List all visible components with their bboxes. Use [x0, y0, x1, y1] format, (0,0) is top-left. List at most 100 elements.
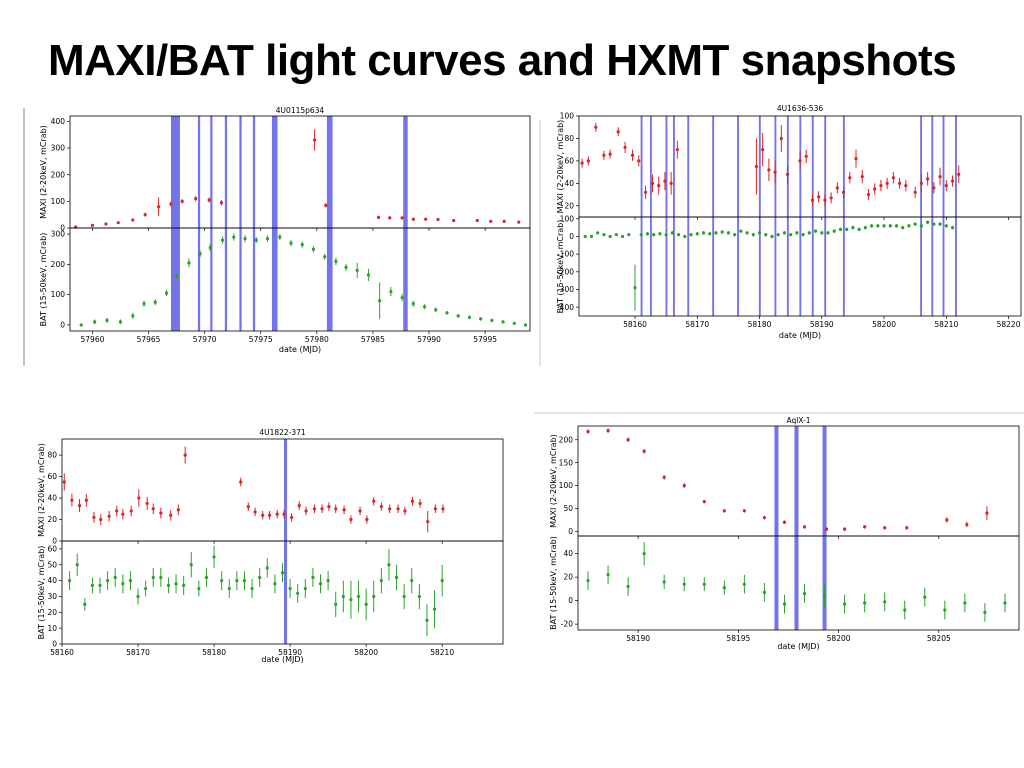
- maxi-point: [418, 501, 422, 506]
- bat-point: [79, 323, 83, 327]
- x-tick-label: 57960: [81, 335, 105, 344]
- maxi-point: [782, 520, 787, 524]
- maxi-point: [436, 217, 440, 222]
- maxi-point: [682, 483, 686, 488]
- hxmt-snapshot-band: [824, 217, 827, 316]
- bat-point: [822, 594, 827, 598]
- x-tick-label: 57970: [193, 335, 217, 344]
- maxi-point: [145, 501, 149, 506]
- y-tick-label: 200: [559, 435, 574, 444]
- bat-point: [658, 232, 662, 236]
- bat-point: [608, 234, 612, 239]
- maxi-point: [829, 196, 833, 200]
- maxi-point: [403, 509, 407, 513]
- bat-point: [98, 583, 102, 587]
- maxi-point: [883, 526, 887, 530]
- maxi-point: [502, 219, 506, 223]
- maxi-point: [129, 509, 133, 513]
- hxmt-snapshot-band: [640, 217, 643, 316]
- bat-point: [118, 320, 123, 324]
- bat-point: [212, 555, 216, 559]
- maxi-point: [426, 520, 430, 524]
- maxi-point: [823, 198, 827, 202]
- maxi-point: [143, 213, 147, 217]
- bat-point: [432, 607, 437, 611]
- bat-point: [782, 602, 787, 606]
- maxi-point: [297, 503, 301, 508]
- bat-point: [434, 308, 438, 312]
- maxi-point: [657, 183, 661, 188]
- bat-point: [389, 290, 393, 294]
- maxi-point: [219, 201, 224, 205]
- x-tick-label: 58190: [278, 648, 302, 657]
- bat-point: [789, 233, 793, 237]
- bat-point: [596, 231, 600, 235]
- maxi-point: [475, 218, 479, 223]
- bat-point: [289, 241, 293, 245]
- maxi-point: [965, 522, 969, 527]
- maxi-point: [630, 153, 635, 157]
- bat-point: [182, 583, 186, 587]
- bat-point: [795, 231, 799, 235]
- maxi-point: [623, 145, 627, 150]
- y-tick-label: 50: [47, 560, 57, 569]
- x-tick-label: 58190: [626, 634, 650, 643]
- bat-point: [627, 233, 631, 237]
- maxi-point: [843, 527, 847, 531]
- maxi-point: [873, 187, 877, 191]
- x-tick-label: 58200: [827, 634, 851, 643]
- y-tick-label: 20: [564, 201, 574, 210]
- x-tick-label: 58170: [685, 320, 709, 329]
- bat-point: [198, 252, 202, 256]
- bat-point: [757, 231, 762, 235]
- y-tick-label: 0: [569, 232, 574, 241]
- bat-point: [189, 563, 193, 567]
- maxi-point: [424, 217, 428, 221]
- hxmt-snapshot-band: [712, 217, 715, 316]
- bat-point: [501, 320, 505, 324]
- maxi-point: [905, 526, 909, 530]
- hxmt-snapshot-band: [931, 217, 934, 316]
- hxmt-snapshot-band: [794, 426, 799, 536]
- maxi-point: [779, 136, 783, 141]
- maxi-point: [376, 215, 381, 219]
- y-tick-label: 50: [563, 504, 573, 513]
- maxi-point: [762, 516, 767, 520]
- maxi-point: [804, 154, 808, 158]
- bat-point: [174, 582, 178, 586]
- bat-point: [901, 226, 905, 230]
- hxmt-snapshot-band: [842, 217, 845, 316]
- x-tick-label: 58200: [354, 648, 378, 657]
- y-tick-label: 40: [563, 549, 573, 558]
- y-tick-label: 300: [51, 230, 66, 239]
- maxi-point: [879, 183, 883, 188]
- chart-title: AqlX-1: [786, 416, 810, 425]
- bat-point: [250, 586, 254, 591]
- hxmt-snapshot-band: [799, 217, 802, 316]
- bat-point: [845, 227, 849, 231]
- hxmt-snapshot-band: [942, 217, 945, 316]
- y-tick-label: 200: [51, 260, 66, 269]
- maxi-point: [77, 503, 82, 508]
- bat-point: [614, 233, 618, 237]
- maxi-point: [334, 507, 338, 511]
- maxi-point: [866, 192, 871, 197]
- bat-point: [344, 265, 348, 269]
- bat-point: [364, 602, 368, 606]
- hxmt-snapshot-band: [687, 116, 690, 217]
- bat-point: [863, 601, 867, 605]
- hxmt-snapshot-band: [758, 217, 761, 316]
- y-tick-label: 300: [51, 144, 66, 153]
- maxi-point: [898, 181, 902, 185]
- maxi-point: [854, 157, 858, 161]
- slide-title: MAXI/BAT light curves and HXMT snapshots: [48, 36, 957, 85]
- x-axis-label: date (MJD): [261, 655, 303, 664]
- maxi-point: [662, 475, 666, 479]
- x-tick-label: 58210: [430, 648, 454, 657]
- maxi-point: [885, 181, 889, 185]
- hxmt-snapshot-band: [712, 116, 715, 217]
- bat-point: [876, 224, 880, 228]
- maxi-point: [950, 179, 955, 183]
